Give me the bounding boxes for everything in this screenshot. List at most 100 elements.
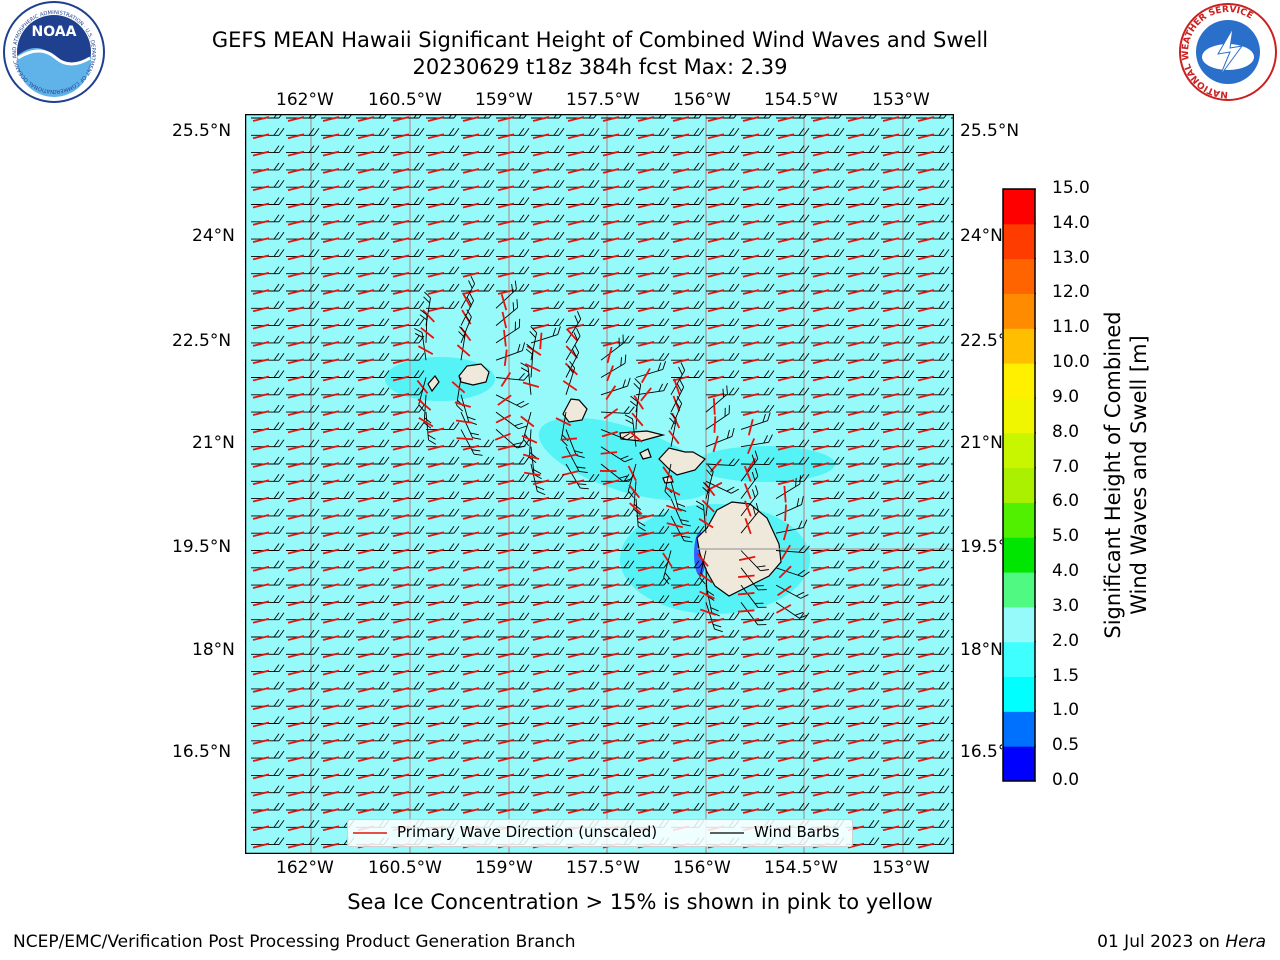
wind-barb (846, 231, 880, 243)
wind-barb (706, 370, 740, 382)
wave-direction-arrow (812, 237, 830, 243)
wave-direction-arrow (637, 202, 655, 209)
wave-direction-arrow (602, 168, 620, 174)
wave-direction-arrow (882, 531, 900, 538)
wind-barb (846, 179, 880, 192)
wave-direction-arrow (322, 323, 340, 330)
wave-direction-arrow (357, 514, 375, 520)
wave-direction-arrow (392, 202, 410, 209)
wind-barb (566, 802, 600, 814)
wind-barb (286, 733, 320, 745)
wave-direction-arrow (252, 237, 270, 243)
wind-barb (286, 820, 320, 832)
wave-direction-arrow (252, 514, 270, 520)
wave-direction-arrow (602, 150, 620, 157)
noaa-logo: NOAA NATIONAL OCEANIC AND ATMOSPHERIC AD… (0, 0, 105, 103)
colorbar-title-line2: Wind Waves and Swell [m] (1127, 335, 1151, 615)
wave-direction-arrow (812, 116, 830, 122)
wave-direction-arrow (567, 790, 585, 797)
wave-direction-arrow (497, 150, 515, 157)
wave-direction-arrow (252, 410, 270, 416)
wave-direction-arrow (252, 721, 270, 728)
wave-direction-arrow (567, 738, 585, 745)
wave-direction-arrow (742, 375, 760, 382)
wave-direction-arrow (882, 271, 900, 278)
wind-barb (776, 629, 810, 641)
wind-barb (495, 318, 521, 347)
wind-barb (251, 837, 285, 849)
lat-tick-right-2: 22.5°N (960, 331, 1002, 351)
wind-barb (624, 414, 643, 447)
wind-barb (601, 785, 635, 797)
wave-direction-arrow (917, 790, 935, 797)
wind-barb (671, 768, 705, 780)
wind-barb (881, 128, 915, 140)
wind-barb (811, 750, 845, 762)
wind-barb (741, 768, 775, 780)
wave-direction-arrow (392, 617, 410, 624)
wave-direction-arrow (497, 808, 515, 814)
wind-barb (321, 612, 355, 624)
wave-direction-arrow (742, 306, 760, 313)
wave-direction-arrow (357, 531, 375, 538)
wave-direction-arrow (605, 385, 617, 400)
wind-barb (738, 550, 769, 572)
wave-direction-arrow (322, 687, 340, 693)
wind-barb (321, 352, 355, 365)
colorbar-bin (1003, 467, 1035, 503)
wave-direction-arrow (562, 380, 578, 392)
wave-direction-arrow (427, 669, 445, 676)
wind-barb (741, 681, 775, 693)
wave-direction-arrow (462, 756, 480, 762)
wind-barb (391, 664, 425, 676)
wave-direction-arrow (812, 150, 830, 157)
wave-direction-arrow (917, 756, 935, 762)
wave-direction-arrow (602, 704, 620, 711)
wind-barb (881, 387, 915, 399)
wind-barb (456, 326, 471, 361)
wave-direction-arrow (742, 341, 760, 347)
lon-tick-bottom-1: 160.5°W (368, 858, 442, 878)
wind-barb (566, 681, 600, 693)
wind-barb (630, 395, 644, 430)
wind-barb (496, 716, 530, 728)
wave-direction-arrow (812, 496, 830, 503)
wave-direction-arrow (567, 756, 585, 762)
wave-direction-arrow (882, 375, 900, 382)
wind-barb (776, 352, 810, 365)
wave-direction-arrow (672, 306, 690, 313)
wave-direction-arrow (357, 617, 375, 624)
wave-direction-arrow (322, 237, 340, 243)
wind-barb (740, 503, 760, 535)
wind-barb (321, 768, 355, 780)
wind-barb (520, 362, 540, 395)
wave-direction-arrow (357, 375, 375, 382)
wave-direction-arrow (672, 721, 690, 728)
wind-barb (846, 197, 880, 209)
wind-barb (811, 179, 845, 192)
wind-barb (426, 179, 460, 192)
wave-direction-arrow (882, 635, 900, 641)
wave-direction-arrow (602, 479, 620, 486)
wave-direction-arrow (743, 465, 752, 482)
wind-barb (461, 474, 495, 486)
colorbar-bin (1003, 189, 1035, 225)
wind-barb (286, 491, 320, 503)
wave-direction-arrow (742, 669, 760, 676)
wave-direction-arrow (392, 808, 410, 814)
wave-direction-arrow (322, 254, 340, 261)
wind-barb (916, 681, 950, 693)
wave-direction-arrow (392, 548, 410, 555)
wave-direction-arrow (777, 133, 795, 140)
wind-barb (495, 299, 518, 329)
wind-barb (636, 145, 670, 157)
wave-direction-arrow (500, 372, 512, 387)
wind-barb (776, 750, 810, 762)
colorbar-tick-label: 1.5 (1052, 665, 1080, 686)
wind-barb (776, 231, 810, 243)
wave-direction-arrow (497, 496, 515, 503)
wind-barb (391, 750, 425, 762)
wave-direction-arrow (917, 635, 935, 641)
wind-barb (496, 491, 530, 503)
wave-direction-arrow (672, 652, 690, 659)
